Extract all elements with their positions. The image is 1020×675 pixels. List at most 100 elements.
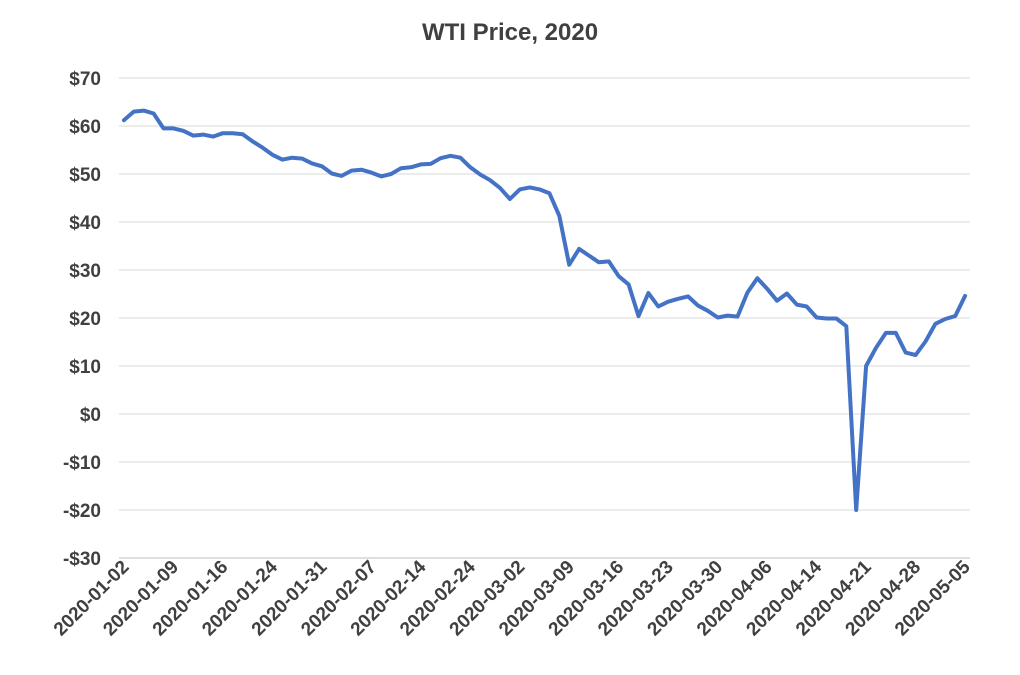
data-point bbox=[181, 129, 185, 133]
data-point bbox=[508, 197, 512, 201]
data-point bbox=[547, 191, 551, 195]
data-point bbox=[676, 297, 680, 301]
data-point bbox=[953, 314, 957, 318]
data-point bbox=[389, 172, 393, 176]
data-point bbox=[577, 247, 581, 251]
data-point bbox=[379, 174, 383, 178]
data-point bbox=[716, 316, 720, 320]
data-point bbox=[201, 133, 205, 137]
data-point bbox=[745, 291, 749, 295]
data-point bbox=[627, 282, 631, 286]
data-point bbox=[359, 168, 363, 172]
data-point bbox=[933, 322, 937, 326]
data-point bbox=[874, 346, 878, 350]
data-point bbox=[261, 146, 265, 150]
data-point bbox=[726, 314, 730, 318]
data-point bbox=[330, 172, 334, 176]
data-point bbox=[221, 131, 225, 135]
data-point bbox=[538, 187, 542, 191]
data-point bbox=[399, 166, 403, 170]
data-point bbox=[696, 304, 700, 308]
data-point bbox=[587, 254, 591, 258]
data-point bbox=[815, 316, 819, 320]
data-point bbox=[637, 314, 641, 318]
data-point bbox=[350, 169, 354, 173]
data-point bbox=[231, 131, 235, 135]
data-point bbox=[686, 294, 690, 298]
data-point bbox=[834, 317, 838, 321]
data-point bbox=[419, 162, 423, 166]
y-tick-label: -$20 bbox=[63, 501, 101, 522]
data-point bbox=[607, 259, 611, 263]
data-point bbox=[943, 317, 947, 321]
data-point bbox=[795, 303, 799, 307]
data-point bbox=[290, 156, 294, 160]
data-point bbox=[854, 508, 858, 512]
gridlines bbox=[119, 77, 970, 511]
data-point bbox=[894, 331, 898, 335]
data-point bbox=[241, 132, 245, 136]
y-tick-label: -$10 bbox=[63, 453, 101, 474]
x-axis-tick-labels: 2020-01-022020-01-092020-01-162020-01-24… bbox=[50, 556, 975, 640]
data-point bbox=[656, 305, 660, 309]
data-point bbox=[557, 214, 561, 218]
data-point bbox=[904, 351, 908, 355]
series-line bbox=[121, 108, 968, 512]
data-point bbox=[429, 162, 433, 166]
data-point bbox=[152, 112, 156, 116]
data-point bbox=[805, 305, 809, 309]
data-point bbox=[310, 161, 314, 165]
y-tick-label: -$30 bbox=[63, 549, 101, 570]
y-tick-label: $60 bbox=[69, 117, 101, 138]
data-point bbox=[369, 171, 373, 175]
data-point bbox=[884, 331, 888, 335]
data-point bbox=[251, 139, 255, 143]
y-axis-tick-labels: $70 $60 $50 $40 $30 $20 $10 $0 -$10 -$20 -$30 bbox=[63, 69, 101, 570]
data-point bbox=[498, 186, 502, 190]
series-layer bbox=[121, 108, 968, 512]
data-point bbox=[567, 263, 571, 267]
data-point bbox=[617, 274, 621, 278]
data-point bbox=[597, 260, 601, 264]
data-point bbox=[765, 287, 769, 291]
data-point bbox=[666, 300, 670, 304]
data-point bbox=[844, 324, 848, 328]
data-point bbox=[171, 126, 175, 130]
data-point bbox=[518, 187, 522, 191]
data-point bbox=[646, 291, 650, 295]
y-tick-label: $10 bbox=[69, 357, 101, 378]
y-tick-label: $0 bbox=[80, 405, 101, 426]
data-point bbox=[488, 178, 492, 182]
data-point bbox=[270, 153, 274, 157]
y-tick-label: $20 bbox=[69, 309, 101, 330]
data-point bbox=[122, 118, 126, 122]
data-point bbox=[449, 154, 453, 158]
data-point bbox=[736, 315, 740, 319]
data-point bbox=[409, 165, 413, 169]
data-point bbox=[528, 185, 532, 189]
data-point bbox=[468, 165, 472, 169]
data-point bbox=[439, 156, 443, 160]
data-point bbox=[191, 134, 195, 138]
data-point bbox=[300, 157, 304, 161]
data-point bbox=[864, 364, 868, 368]
data-point bbox=[142, 109, 146, 113]
data-point bbox=[340, 174, 344, 178]
data-point bbox=[211, 135, 215, 139]
data-point bbox=[132, 110, 136, 114]
data-point bbox=[755, 276, 759, 280]
data-point bbox=[963, 294, 967, 298]
data-point bbox=[706, 309, 710, 313]
data-point bbox=[924, 340, 928, 344]
y-tick-label: $70 bbox=[69, 69, 101, 90]
data-point bbox=[914, 353, 918, 357]
chart-title: WTI Price, 2020 bbox=[422, 19, 598, 46]
data-point bbox=[478, 173, 482, 177]
data-point bbox=[162, 126, 166, 130]
data-point bbox=[280, 158, 284, 162]
data-point bbox=[825, 317, 829, 321]
data-point bbox=[458, 156, 462, 160]
data-point bbox=[320, 164, 324, 168]
y-tick-label: $40 bbox=[69, 213, 101, 234]
